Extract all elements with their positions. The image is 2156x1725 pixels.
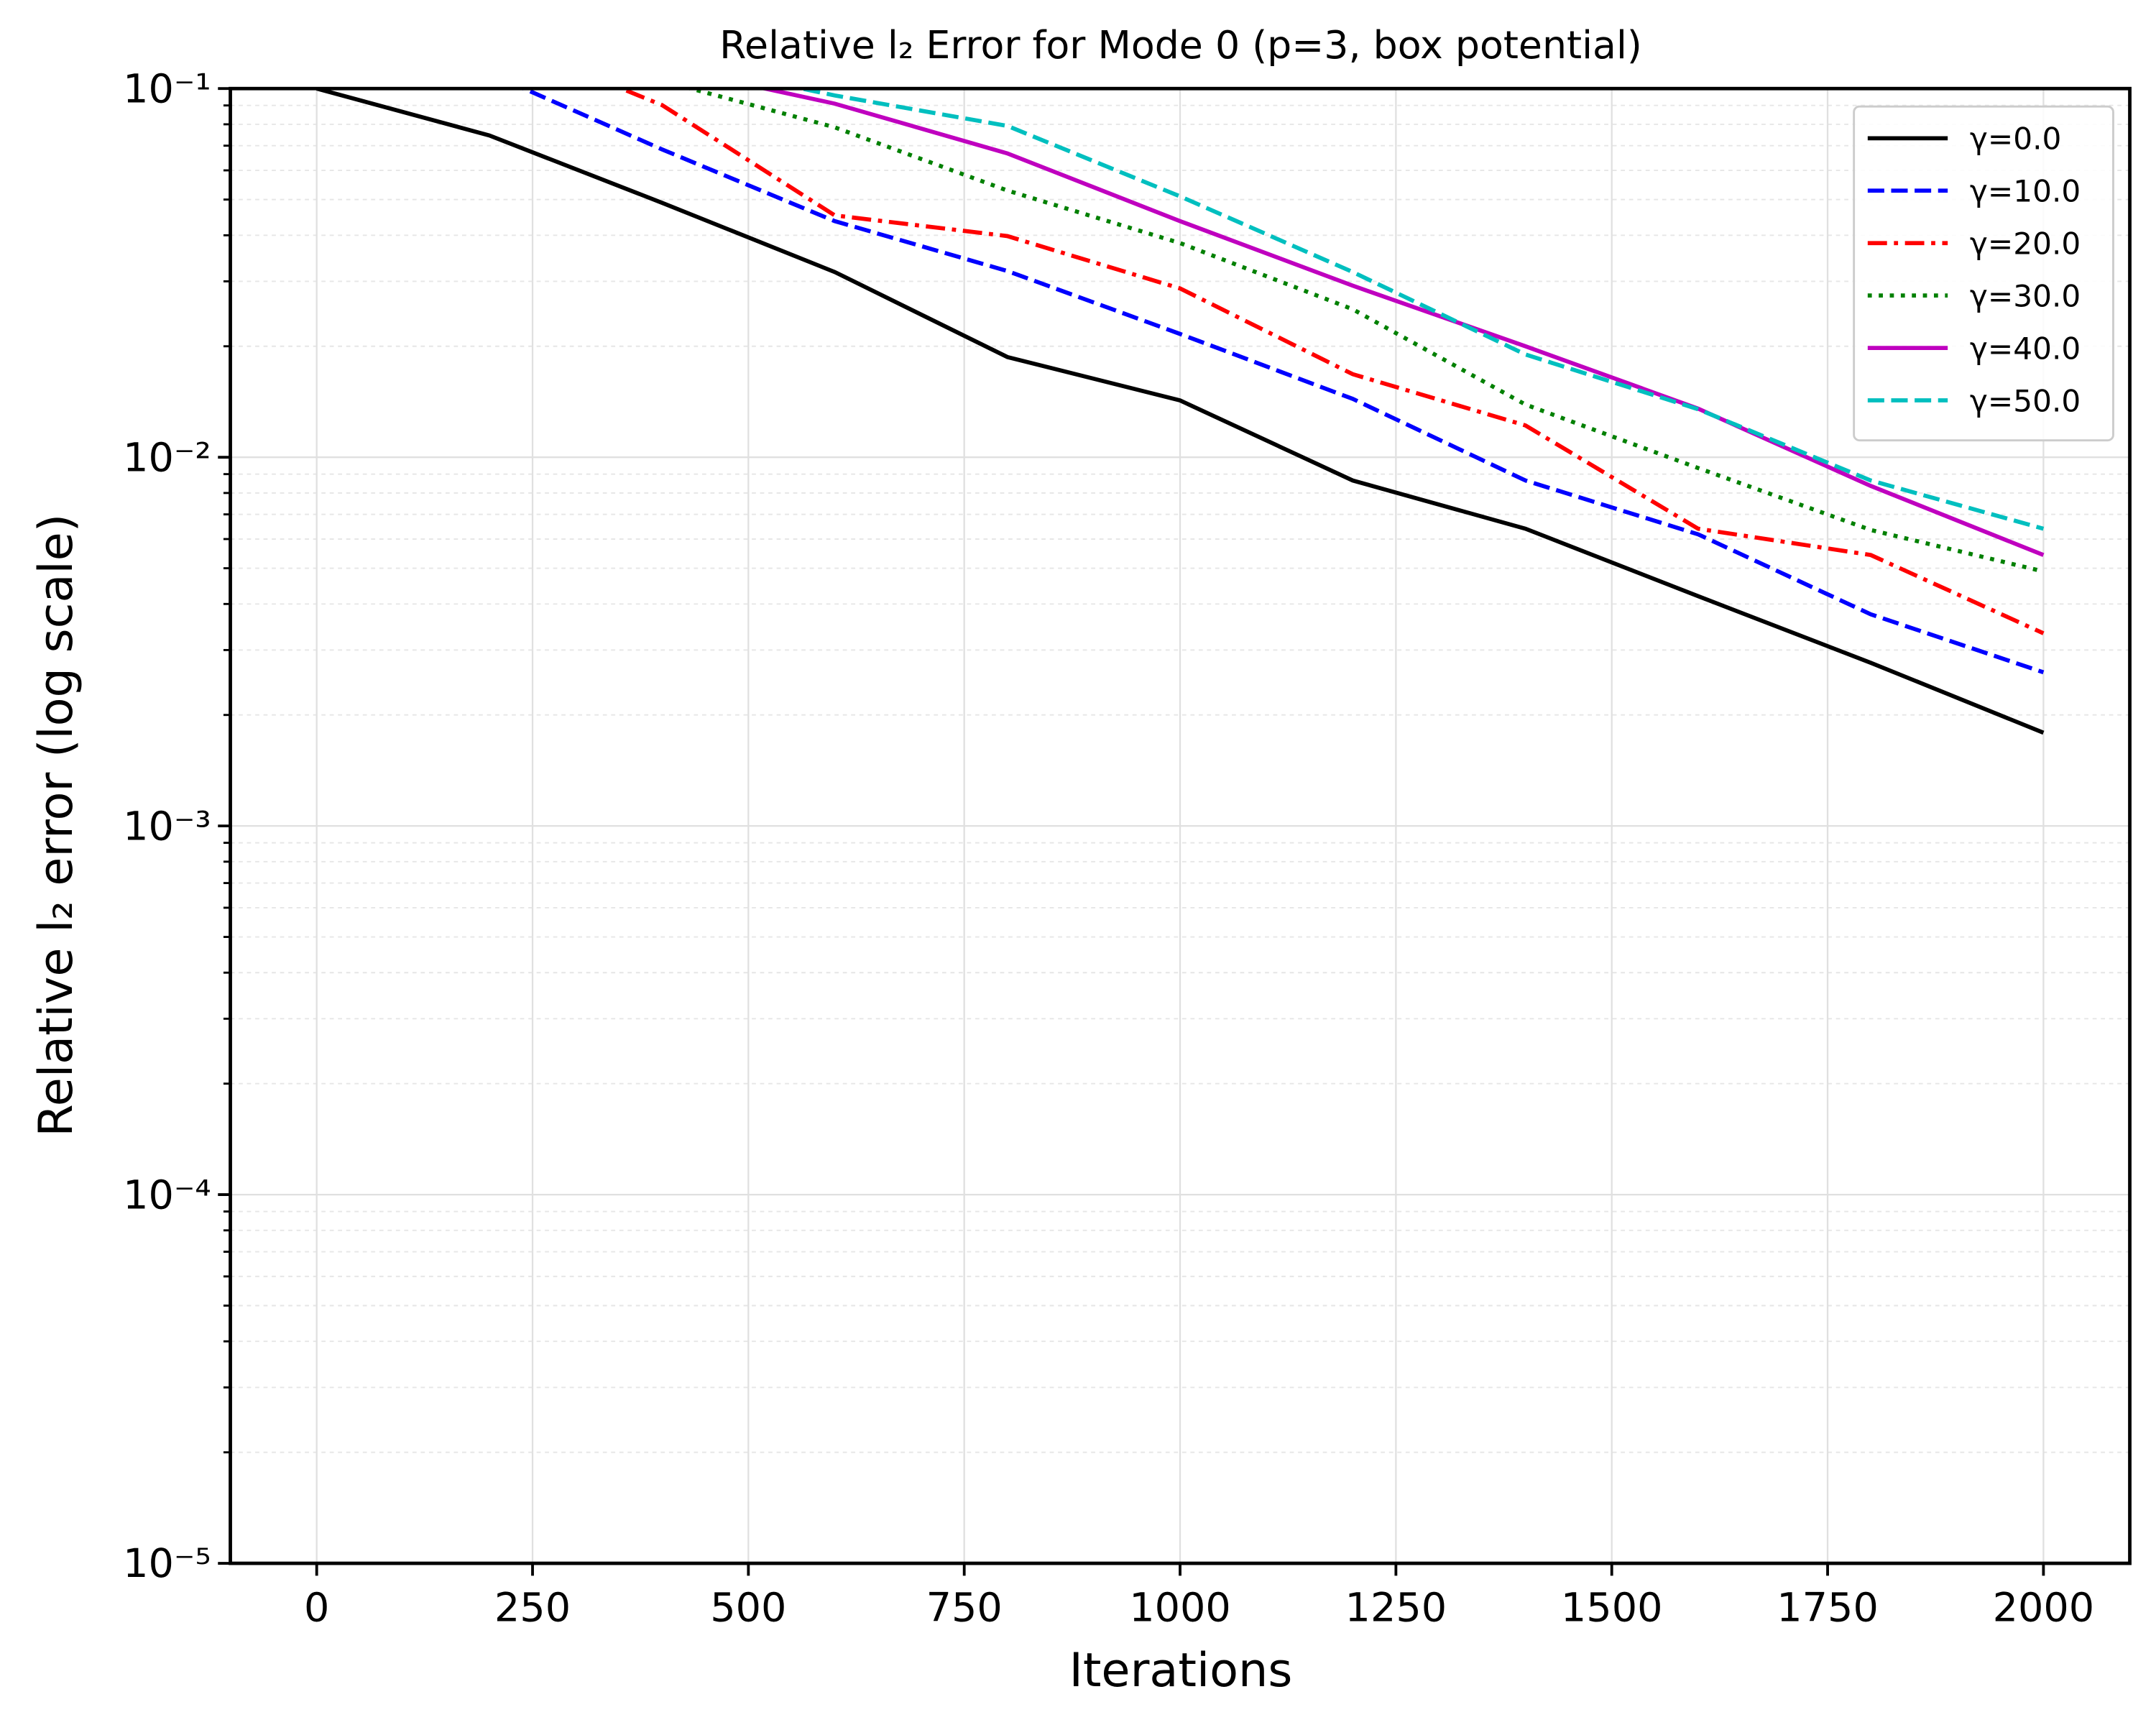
series-line xyxy=(616,88,2045,635)
y-tick-label: 10⁻² xyxy=(123,434,211,481)
x-tick-label: 500 xyxy=(710,1585,786,1632)
x-tick-label: 0 xyxy=(304,1585,329,1632)
x-tick-label: 1250 xyxy=(1345,1585,1447,1632)
y-tick-label: 10⁻⁵ xyxy=(123,1540,211,1587)
legend: γ=0.0 γ=10.0 γ=20.0 γ=30.0 γ=40.0 γ=50.0 xyxy=(1853,105,2114,442)
y-tick-label: 10⁻³ xyxy=(123,803,211,850)
x-axis-label: Iterations xyxy=(1069,1643,1293,1698)
x-tick-label: 1500 xyxy=(1561,1585,1663,1632)
legend-label: γ=50.0 xyxy=(1970,383,2081,418)
series-line xyxy=(315,88,2045,735)
plot-frame xyxy=(229,86,2132,1565)
series-line xyxy=(791,88,2045,531)
y-tick-label: 10⁻⁴ xyxy=(123,1172,211,1218)
legend-label: γ=10.0 xyxy=(1970,174,2081,209)
series-line xyxy=(518,88,2045,675)
x-tick-label: 1000 xyxy=(1129,1585,1231,1632)
x-tick-label: 250 xyxy=(494,1585,571,1632)
y-tick-label: 10⁻¹ xyxy=(123,65,211,112)
chart-title: Relative l₂ Error for Mode 0 (p=3, box p… xyxy=(719,22,1642,68)
x-tick-label: 750 xyxy=(926,1585,1003,1632)
legend-label: γ=20.0 xyxy=(1970,226,2081,262)
legend-label: γ=0.0 xyxy=(1970,121,2062,157)
x-tick-label: 2000 xyxy=(1993,1585,2095,1632)
legend-label: γ=40.0 xyxy=(1970,331,2081,366)
x-tick-label: 1750 xyxy=(1777,1585,1879,1632)
plot-lines xyxy=(315,88,2045,735)
y-axis-label: Relative l₂ error (log scale) xyxy=(29,514,83,1137)
legend-label: γ=30.0 xyxy=(1970,278,2081,313)
